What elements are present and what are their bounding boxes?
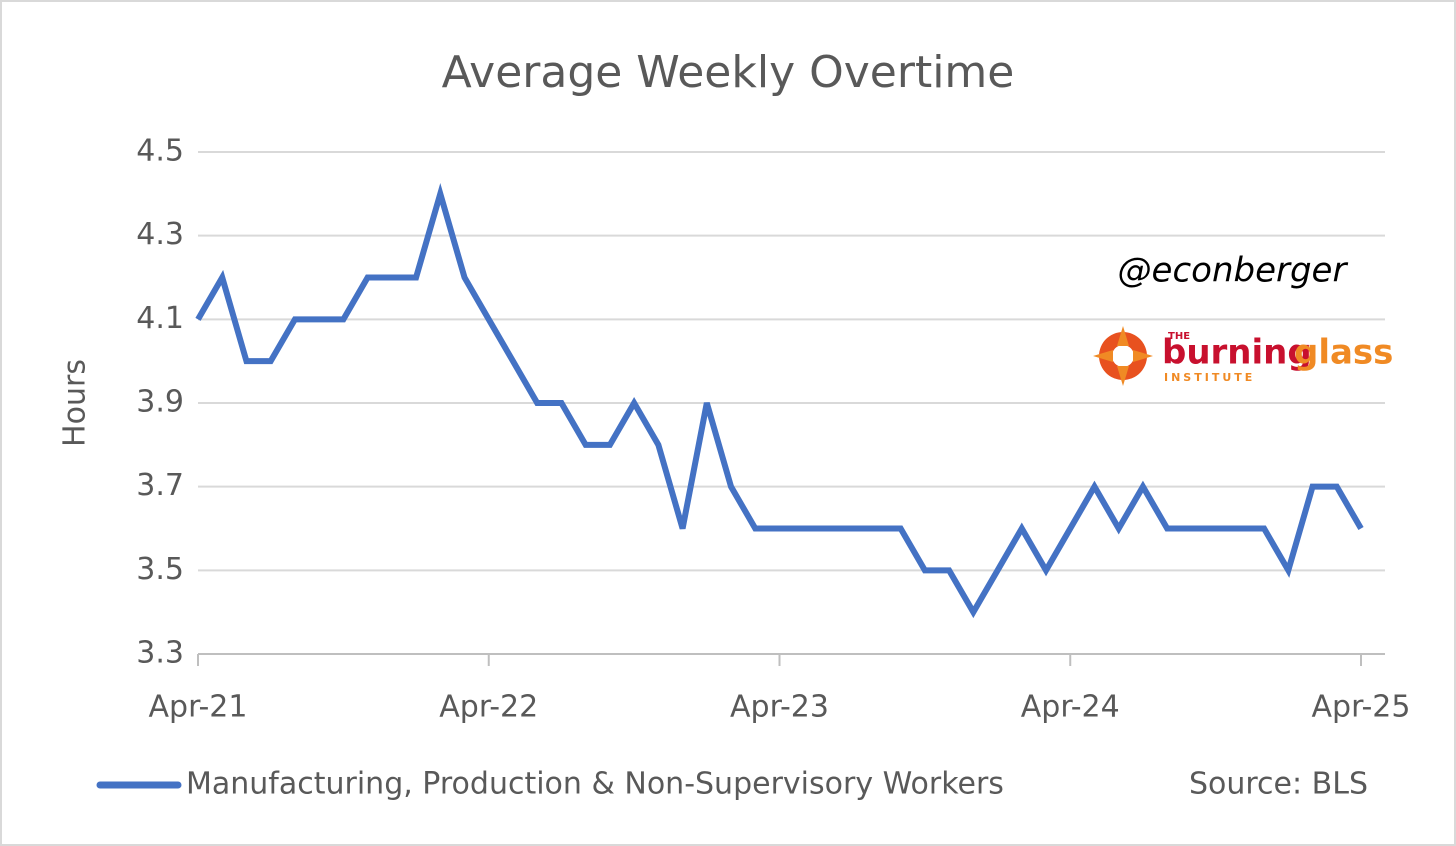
chart-title: Average Weekly Overtime — [442, 47, 1015, 98]
y-tick-label: 3.7 — [136, 468, 184, 503]
y-tick-label: 4.1 — [136, 301, 184, 336]
y-tick-label: 3.3 — [136, 636, 184, 671]
series-line — [195, 183, 1364, 619]
logo-ray — [1117, 366, 1129, 386]
legend-label: Manufacturing, Production & Non-Supervis… — [186, 767, 1004, 802]
logo-name2: glass — [1294, 333, 1393, 373]
y-tick-label: 3.5 — [136, 552, 184, 587]
logo-icon-center — [1112, 345, 1134, 367]
logo-sub: INSTITUTE — [1164, 371, 1255, 384]
y-tick-label: 4.3 — [136, 217, 184, 252]
logo: THE burning glass INSTITUTE — [1093, 326, 1393, 386]
x-tick-label: Apr-24 — [1021, 690, 1120, 725]
y-tick-label: 3.9 — [136, 385, 184, 420]
logo-ray — [1133, 350, 1153, 362]
x-tick-label: Apr-23 — [730, 690, 829, 725]
x-tick-label: Apr-21 — [149, 690, 248, 725]
y-axis-label: Hours — [58, 359, 93, 447]
logo-ray — [1117, 326, 1129, 346]
logo-name1: burning — [1162, 333, 1312, 373]
logo-the: THE — [1168, 331, 1190, 342]
handle: @econberger — [1118, 251, 1349, 291]
y-tick-label: 4.5 — [136, 134, 184, 169]
x-tick-label: Apr-22 — [439, 690, 538, 725]
x-tick-label: Apr-25 — [1312, 690, 1411, 725]
source: Source: BLS — [1189, 767, 1368, 802]
logo-ray — [1093, 350, 1113, 362]
